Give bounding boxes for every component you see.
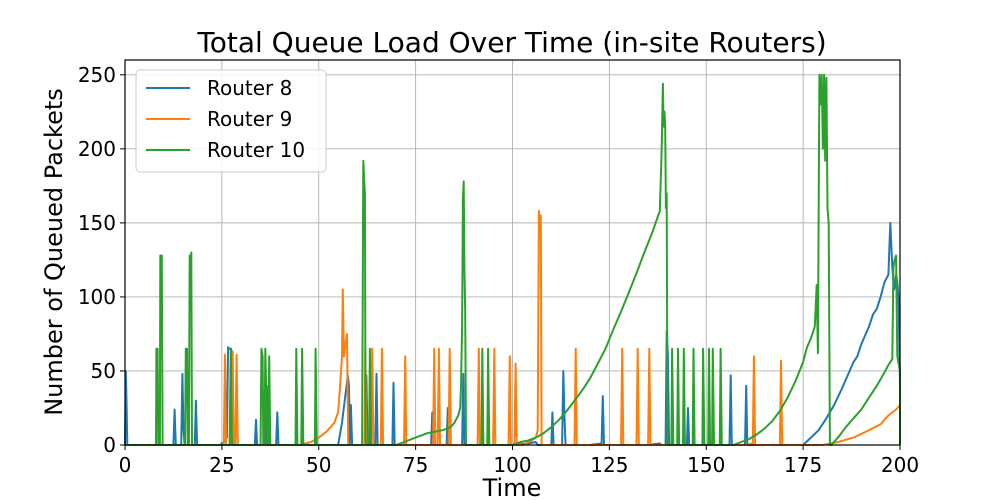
- legend-label-router-9: Router 9: [207, 107, 292, 131]
- legend-label-router-10: Router 10: [207, 138, 305, 162]
- x-tick-label: 200: [881, 453, 919, 477]
- x-tick-label: 100: [493, 453, 531, 477]
- legend-box: [135, 69, 327, 173]
- x-axis-label: Time: [482, 474, 542, 500]
- x-tick-label: 75: [403, 453, 428, 477]
- chart-title: Total Queue Load Over Time (in-site Rout…: [196, 26, 826, 59]
- x-tick-label: 0: [119, 453, 132, 477]
- y-tick-label: 150: [78, 211, 116, 235]
- x-tick-label: 25: [209, 453, 234, 477]
- x-tick-label: 50: [306, 453, 331, 477]
- y-axis-label: Number of Queued Packets: [40, 88, 68, 416]
- y-tick-label: 50: [91, 359, 116, 383]
- legend: Router 8 Router 9 Router 10: [135, 69, 327, 173]
- axis-ticks: 0 25 50 75 100 125 150 175 200 0 50 100 150 200 250: [78, 63, 919, 477]
- y-tick-label: 0: [103, 433, 116, 457]
- x-tick-label: 150: [687, 453, 725, 477]
- y-tick-label: 200: [78, 137, 116, 161]
- legend-label-router-8: Router 8: [207, 76, 292, 100]
- x-tick-label: 125: [590, 453, 628, 477]
- y-tick-label: 250: [78, 63, 116, 87]
- x-tick-label: 175: [784, 453, 822, 477]
- y-tick-label: 100: [78, 285, 116, 309]
- series-line-router-10: [125, 73, 901, 446]
